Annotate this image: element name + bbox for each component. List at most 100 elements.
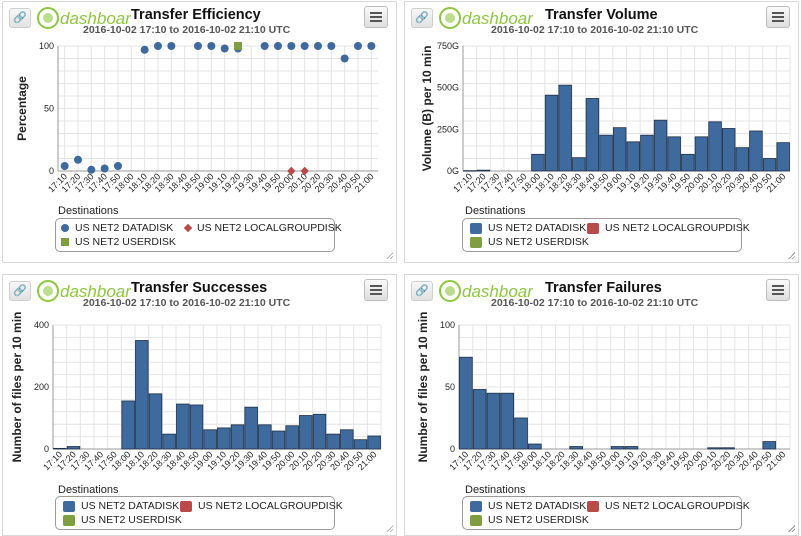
bar-swatch-icon — [470, 222, 482, 234]
bar — [721, 128, 736, 172]
hamburger-menu-icon[interactable] — [766, 6, 790, 28]
bar — [572, 157, 586, 172]
chart-title: Transfer Failures — [545, 280, 662, 296]
y-tick-label: 750G — [437, 41, 459, 51]
data-point — [287, 42, 296, 50]
y-tick-label: 100 — [440, 320, 455, 330]
y-tick-label: 400 — [34, 320, 49, 330]
legend-item-localgroupdisk[interactable]: US NET2 LOCALGROUPDISK — [183, 222, 342, 234]
efficiency-chart: 050100Percentage17:1017:2017:3017:4017:5… — [15, 41, 378, 194]
resize-handle[interactable] — [788, 525, 795, 532]
logo-text: dashboard — [462, 282, 533, 301]
y-tick-label: 200 — [34, 382, 49, 392]
data-point — [260, 42, 269, 50]
bar — [531, 153, 545, 172]
data-point — [300, 166, 309, 176]
legend-item-userdisk[interactable]: US NET2 USERDISK — [63, 514, 182, 526]
chart-subtitle: 2016-10-02 17:10 to 2016-10-02 21:10 UTC — [83, 297, 291, 309]
hamburger-menu-icon[interactable] — [364, 6, 388, 28]
legend-label: US NET2 USERDISK — [488, 236, 589, 248]
resize-handle[interactable] — [788, 252, 795, 259]
bar-swatch-icon — [63, 514, 75, 526]
bar — [694, 136, 709, 172]
chart-title: Transfer Volume — [545, 7, 658, 23]
bar — [653, 119, 668, 172]
legend-item-userdisk[interactable]: US NET2 USERDISK — [470, 236, 589, 248]
legend-item-localgroupdisk[interactable]: US NET2 LOCALGROUPDISK — [587, 222, 750, 234]
legend: US NET2 DATADISK US NET2 LOCALGROUPDISK … — [462, 218, 750, 252]
link-icon[interactable]: 🔗 — [411, 8, 433, 28]
y-axis-label: Number of files per 10 min — [10, 312, 24, 463]
square-icon — [61, 238, 69, 246]
legend-item-localgroupdisk[interactable]: US NET2 LOCALGROUPDISK — [180, 500, 343, 512]
bar — [486, 392, 501, 450]
legend-label: US NET2 DATADISK — [488, 500, 587, 512]
legend-item-userdisk[interactable]: US NET2 USERDISK — [61, 236, 176, 248]
legend-item-datadisk[interactable]: US NET2 DATADISK — [63, 500, 179, 512]
bar — [558, 84, 572, 172]
resize-handle[interactable] — [386, 252, 393, 259]
legend-label: US NET2 LOCALGROUPDISK — [197, 222, 342, 234]
legend-item-datadisk[interactable]: US NET2 DATADISK — [61, 222, 173, 234]
y-tick-label: 0G — [447, 166, 459, 176]
logo-globe-icon — [37, 280, 59, 302]
bar — [599, 134, 613, 172]
legend-label: US NET2 DATADISK — [488, 222, 587, 234]
bar — [230, 424, 245, 450]
data-point — [274, 42, 282, 50]
legend-label: US NET2 USERDISK — [81, 514, 182, 526]
bar — [528, 443, 542, 450]
chart-subtitle: 2016-10-02 17:10 to 2016-10-02 21:10 UTC — [83, 24, 291, 36]
panel-transfer-efficiency: 🔗 dashboard Transfer Efficiency 2016-10-… — [2, 1, 397, 263]
chart-subtitle: 2016-10-02 17:10 to 2016-10-02 21:10 UTC — [491, 24, 699, 36]
legend-title: Destinations — [58, 484, 119, 496]
link-icon[interactable]: 🔗 — [9, 8, 31, 28]
bar — [626, 141, 641, 172]
resize-handle[interactable] — [386, 525, 393, 532]
bar-swatch-icon — [587, 500, 599, 512]
bar — [217, 427, 231, 450]
hamburger-menu-icon[interactable] — [364, 279, 388, 301]
bar — [66, 446, 81, 450]
legend-label: US NET2 USERDISK — [75, 236, 176, 248]
bar — [721, 447, 735, 450]
data-point — [154, 42, 162, 50]
dashboard-logo: dashboard — [439, 6, 543, 30]
data-point — [114, 162, 122, 170]
logo-text: dashboard — [60, 9, 131, 28]
bar — [476, 169, 491, 172]
link-icon[interactable]: 🔗 — [411, 281, 433, 301]
chart-subtitle: 2016-10-02 17:10 to 2016-10-02 21:10 UTC — [491, 297, 699, 309]
data-point — [194, 42, 202, 50]
legend-item-datadisk[interactable]: US NET2 DATADISK — [470, 222, 586, 234]
bar — [353, 439, 368, 450]
legend-title: Destinations — [465, 484, 526, 496]
bar — [667, 136, 681, 172]
legend-item-localgroupdisk[interactable]: US NET2 LOCALGROUPDISK — [587, 500, 750, 512]
logo-text: dashboard — [60, 282, 131, 301]
bar — [271, 430, 286, 450]
bar-swatch-icon — [470, 500, 482, 512]
panel-transfer-successes: 🔗 dashboard Transfer Successes 2016-10-0… — [2, 274, 397, 536]
legend-item-userdisk[interactable]: US NET2 USERDISK — [470, 514, 589, 526]
data-point — [340, 54, 349, 63]
bar — [707, 447, 721, 450]
legend-label: US NET2 USERDISK — [488, 514, 589, 526]
data-point — [207, 42, 216, 50]
bar — [610, 446, 625, 450]
data-point — [74, 155, 82, 164]
bar — [612, 127, 627, 172]
y-tick-label: 0 — [450, 444, 455, 454]
legend-item-datadisk[interactable]: US NET2 DATADISK — [470, 500, 586, 512]
y-axis-label: Volume (B) per 10 min — [420, 46, 434, 172]
bar — [340, 429, 354, 450]
hamburger-menu-icon[interactable] — [766, 279, 790, 301]
link-icon[interactable]: 🔗 — [9, 281, 31, 301]
logo-text: dashboard — [462, 9, 533, 28]
y-tick-label: 100 — [39, 41, 54, 51]
bar — [135, 340, 149, 450]
legend-label: US NET2 DATADISK — [81, 500, 180, 512]
bar — [708, 121, 722, 172]
legend-title: Destinations — [58, 205, 119, 217]
